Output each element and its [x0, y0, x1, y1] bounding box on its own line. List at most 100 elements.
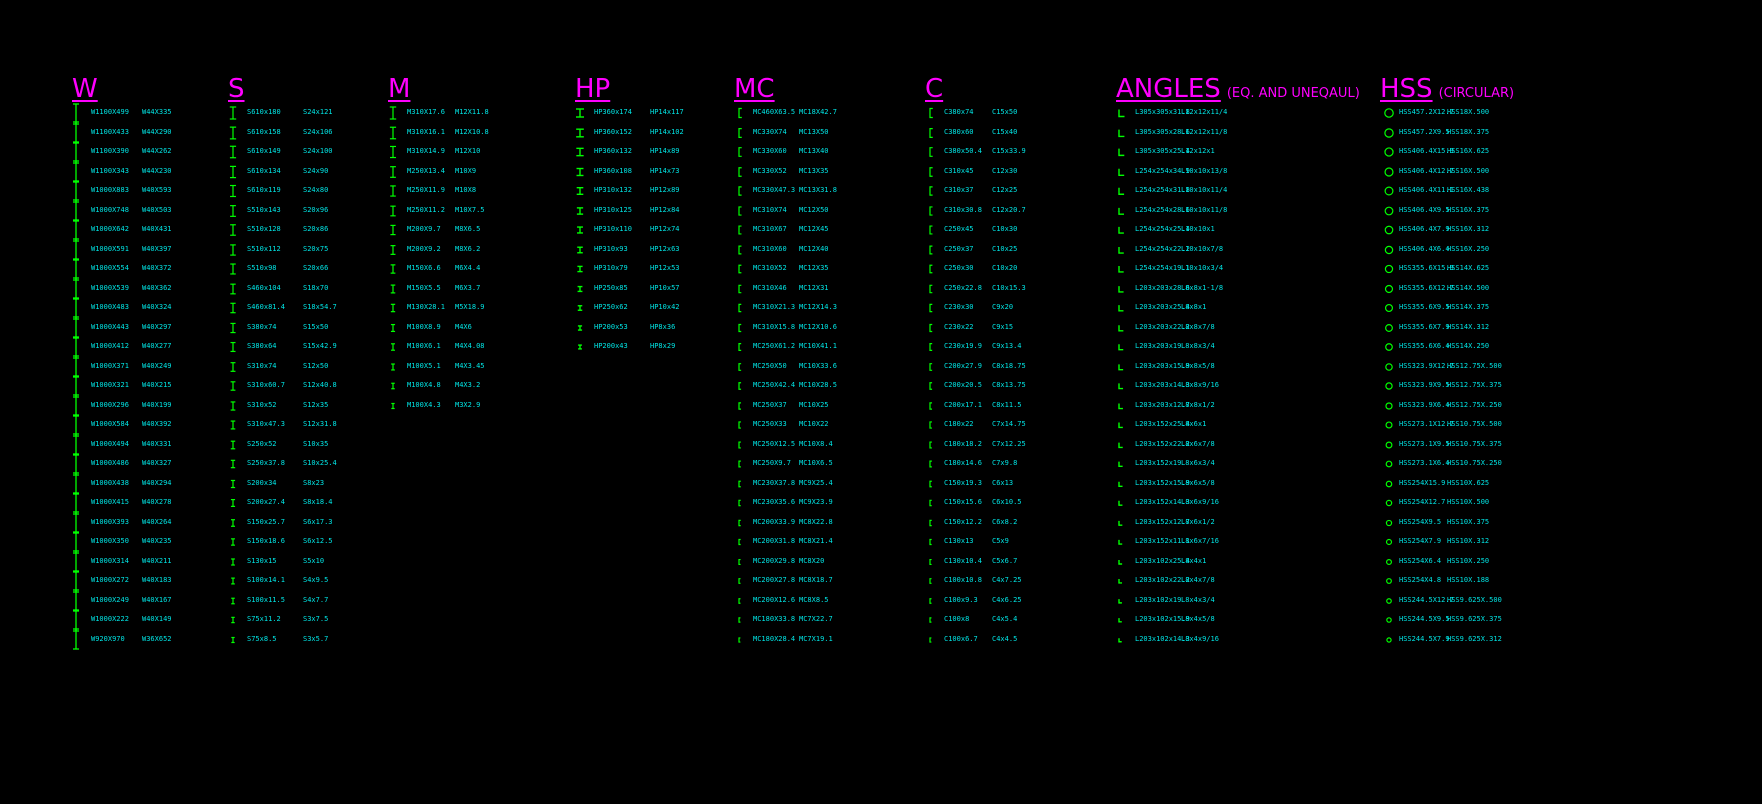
section-title: W [72, 74, 98, 104]
metric-designation: HSS355.6X7.9 [1399, 322, 1450, 331]
imperial-designation: M4X3.45 [455, 361, 485, 370]
metric-designation: L254x254x31.8 [1135, 186, 1190, 194]
metric-designation: C200x20.5 [944, 381, 982, 389]
metric-designation: MC250X42.4 [753, 381, 796, 389]
hss-circular-shape-icon [1380, 590, 1394, 612]
imperial-designation: S20x75 [303, 244, 329, 253]
wide-flange-shape-icon [72, 531, 86, 553]
metric-designation: S310x60.7 [247, 381, 285, 389]
metric-designation: M200X9.7 [407, 225, 441, 233]
imperial-designation: L8x6x7/16 [1181, 537, 1219, 545]
imperial-designation: S20x96 [303, 205, 329, 214]
metric-designation: C130x13 [944, 537, 974, 545]
hss-circular-shape-icon [1380, 141, 1394, 163]
metric-designation: S250x52 [247, 439, 277, 448]
imperial-designation: C4x4.5 [992, 634, 1018, 643]
wide-flange-shape-icon [72, 375, 86, 397]
hss-circular-shape-icon [1380, 531, 1394, 553]
metric-designation: HP360x108 [594, 166, 632, 175]
imperial-designation: W40X278 [142, 498, 172, 506]
imperial-designation: S3x7.5 [303, 615, 329, 623]
metric-designation: HSS457.2X12.7 [1399, 108, 1454, 116]
imperial-designation: S18x70 [303, 283, 329, 292]
imperial-designation: W44X290 [142, 127, 172, 136]
metric-designation: M150X5.5 [407, 283, 441, 292]
hss-circular-shape-icon [1380, 317, 1394, 339]
imperial-designation: HSS14X.500 [1447, 283, 1490, 292]
metric-designation: M100X4.8 [407, 381, 441, 389]
angle-shape-icon [1116, 219, 1130, 241]
s-beam-shape-icon [228, 278, 242, 300]
imperial-designation: W40X593 [142, 186, 172, 194]
metric-designation: C180x18.2 [944, 439, 982, 448]
imperial-designation: MC12X40 [799, 244, 829, 253]
imperial-designation: W40X183 [142, 576, 172, 584]
hss-circular-shape-icon [1380, 512, 1394, 534]
imperial-designation: MC13X35 [799, 166, 829, 175]
imperial-designation: W40X362 [142, 283, 172, 292]
c-channel-shape-icon [925, 453, 939, 475]
imperial-designation: MC12X31 [799, 283, 829, 292]
hss-circular-shape-icon [1380, 395, 1394, 417]
metric-designation: L254x254x34.9 [1135, 166, 1190, 175]
section-title-text: S [228, 74, 245, 104]
metric-designation: W1000X314 [91, 556, 129, 565]
metric-designation: L203x102x14.3 [1135, 634, 1190, 643]
imperial-designation: HSS16X.312 [1447, 225, 1490, 233]
mc-channel-shape-icon [734, 629, 748, 651]
imperial-designation: C6x8.2 [992, 517, 1018, 526]
s-beam-shape-icon [228, 356, 242, 378]
hss-circular-shape-icon [1380, 336, 1394, 358]
metric-designation: MC230X37.8 [753, 478, 796, 487]
imperial-designation: W40X331 [142, 439, 172, 448]
metric-designation: HP310x110 [594, 225, 632, 233]
s-beam-shape-icon [228, 590, 242, 612]
imperial-designation: C4x7.25 [992, 576, 1022, 584]
angle-shape-icon [1116, 492, 1130, 514]
metric-designation: S150x18.6 [247, 537, 285, 545]
m-shape-icon [388, 200, 402, 222]
imperial-designation: L8x6x1 [1181, 420, 1207, 428]
c-channel-shape-icon [925, 180, 939, 202]
metric-designation: L254x254x25.4 [1135, 225, 1190, 233]
imperial-designation: MC10X33.6 [799, 361, 837, 370]
imperial-designation: MC10X25 [799, 400, 829, 409]
hss-circular-shape-icon [1380, 200, 1394, 222]
hss-circular-shape-icon [1380, 219, 1394, 241]
mc-channel-shape-icon [734, 219, 748, 241]
imperial-designation: L8x8x1-1/8 [1181, 283, 1224, 292]
imperial-designation: L8x8x3/4 [1181, 342, 1215, 350]
metric-designation: M250X11.9 [407, 186, 445, 194]
imperial-designation: HP14x102 [650, 127, 684, 136]
imperial-designation: M3X2.9 [455, 400, 481, 409]
imperial-designation: L10x10x11/4 [1181, 186, 1228, 194]
metric-designation: HSS254X4.8 [1399, 576, 1442, 584]
metric-designation: S510x128 [247, 225, 281, 233]
metric-designation: L203x152x22.2 [1135, 439, 1190, 448]
metric-designation: HP310x79 [594, 264, 628, 272]
metric-designation: M100X5.1 [407, 361, 441, 370]
imperial-designation: C8x13.75 [992, 381, 1026, 389]
metric-designation: C100x6.7 [944, 634, 978, 643]
metric-designation: M130X28.1 [407, 303, 445, 311]
s-beam-shape-icon [228, 434, 242, 456]
metric-designation: M310X17.6 [407, 108, 445, 116]
metric-designation: MC250X37 [753, 400, 787, 409]
c-channel-shape-icon [925, 609, 939, 631]
metric-designation: MC180X28.4 [753, 634, 796, 643]
metric-designation: W1000X443 [91, 322, 129, 331]
metric-designation: C100x9.3 [944, 595, 978, 604]
metric-designation: M150X6.6 [407, 264, 441, 272]
imperial-designation: W40X215 [142, 381, 172, 389]
imperial-designation: S12x31.8 [303, 420, 337, 428]
metric-designation: S380x74 [247, 322, 277, 331]
imperial-designation: W40X327 [142, 459, 172, 467]
metric-designation: S610x134 [247, 166, 281, 175]
imperial-designation: L8x6x9/16 [1181, 498, 1219, 506]
mc-channel-shape-icon [734, 336, 748, 358]
s-beam-shape-icon [228, 141, 242, 163]
angle-shape-icon [1116, 512, 1130, 534]
metric-designation: MC310X60 [753, 244, 787, 253]
metric-designation: C100x8 [944, 615, 970, 623]
metric-designation: W1000X371 [91, 361, 129, 370]
